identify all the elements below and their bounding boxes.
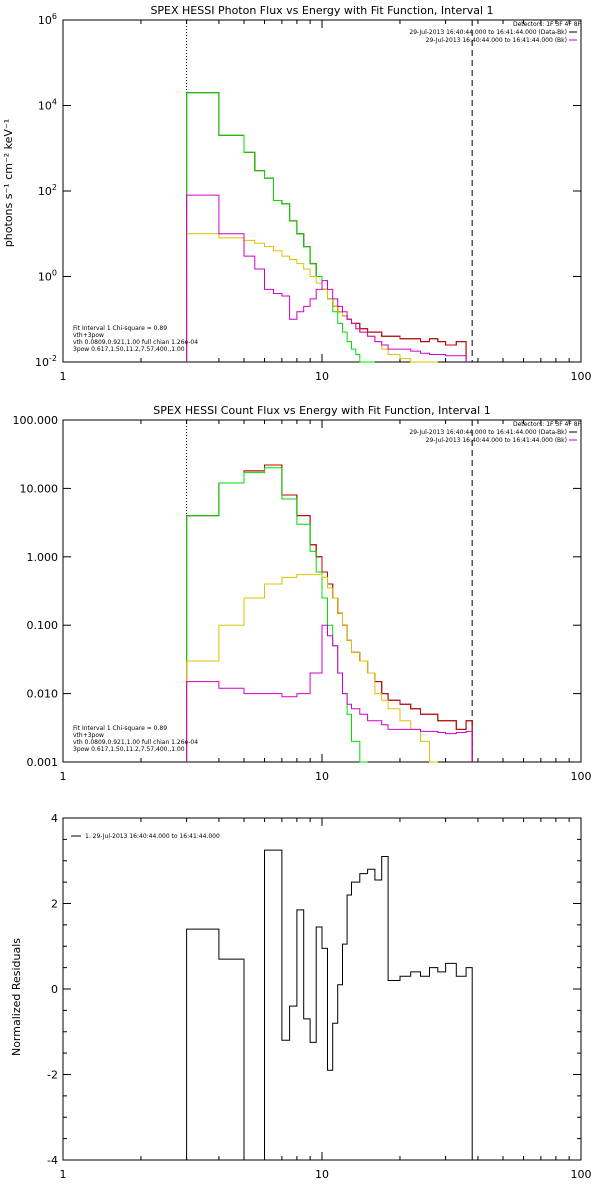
series-line: [186, 92, 467, 362]
y-tick-label: 106: [38, 12, 57, 27]
legend-entry: Fit Interval 1 Chi-square = 0.89: [73, 725, 167, 732]
series-line: [186, 467, 368, 763]
x-tick-label: 100: [571, 770, 592, 783]
x-tick-label: 1: [60, 370, 67, 383]
detectors-label: Detectors: 1F 3F 4F 8F: [513, 21, 582, 28]
x-tick-label: 10: [315, 1168, 329, 1181]
y-tick-label: 102: [38, 183, 57, 198]
y-axis-label: Normalized Residuals: [10, 938, 23, 1056]
series-line: [186, 849, 473, 1161]
y-tick-label: 104: [38, 98, 57, 113]
y-tick-label: 4: [51, 812, 58, 825]
legend-label: 29-Jul-2013 16:40:44.000 to 16:41:44.000…: [426, 437, 567, 444]
legend-entry: 3pow 0.617,1.50,11.2,7.57,400.,1.00: [73, 746, 185, 753]
legend-label: 29-Jul-2013 16:40:44.000 to 16:41:44.000…: [409, 429, 567, 436]
y-tick-label: 0.100: [27, 619, 59, 632]
series-line: [186, 92, 375, 363]
series-line: [186, 194, 467, 362]
y-tick-label: 0.001: [27, 756, 59, 769]
chart-title: SPEX HESSI Count Flux vs Energy with Fit…: [153, 404, 490, 417]
residuals-chart: Normalized Residuals 1 10 100 -4 -2 0 2 4 1. 29-…: [10, 812, 592, 1181]
y-tick-label: 10.000: [20, 482, 59, 495]
x-tick-label: 1: [60, 770, 67, 783]
y-tick-label: 100: [38, 269, 57, 284]
detectors-label: Detectors: 1F 3F 4F 8F: [513, 421, 582, 428]
series-line: [186, 464, 473, 762]
x-tick-label: 100: [571, 1168, 592, 1181]
legend-label: 29-Jul-2013 16:40:44.000 to 16:41:44.000…: [409, 29, 567, 36]
legend-entry: vth+3pow: [73, 332, 104, 339]
x-tick-label: 100: [571, 370, 592, 383]
series-line: [186, 92, 467, 362]
plot-frame: [62, 817, 582, 1161]
y-tick-label: 10-2: [35, 354, 57, 369]
count-flux-chart: SPEX HESSI Count Flux vs Energy with Fit…: [13, 404, 592, 783]
x-tick-label: 10: [315, 770, 329, 783]
y-tick-label: 1.000: [27, 551, 59, 564]
y-tick-label: 0.010: [27, 688, 59, 701]
plot-frame: [62, 19, 582, 363]
y-axis-label: photons s⁻¹ cm⁻² keV⁻¹: [2, 119, 15, 247]
y-tick-label: 0: [51, 983, 58, 996]
x-tick-label: 10: [315, 370, 329, 383]
photon-flux-chart: SPEX HESSI Photon Flux vs Energy with Fi…: [2, 4, 592, 383]
series-line: [186, 574, 438, 763]
y-tick-label: -4: [47, 1154, 58, 1167]
series-line: [186, 624, 473, 762]
series-line: [186, 464, 473, 762]
legend-entry: vth+3pow: [73, 732, 104, 739]
legend-label: 1. 29-Jul-2013 16:40:44.000 to 16:41:44.…: [85, 833, 220, 840]
y-tick-label: 2: [51, 898, 58, 911]
legend-entry: Fit Interval 1 Chi-square = 0.89: [73, 325, 167, 332]
legend-label: 29-Jul-2013 16:40:44.000 to 16:41:44.000…: [426, 37, 567, 44]
y-tick-label: -2: [47, 1069, 58, 1082]
legend-entry: 3pow 0.617,1.50,11.2,7.57,400.,1.00: [73, 346, 185, 353]
series-line: [186, 233, 438, 363]
legend-entry: vth 0.0809,0.921,1.00 full chian 1.26e-0…: [73, 739, 198, 746]
y-tick-label: 100.000: [13, 414, 59, 427]
x-tick-label: 1: [60, 1168, 67, 1181]
chart-title: SPEX HESSI Photon Flux vs Energy with Fi…: [150, 4, 493, 17]
legend-entry: vth 0.0809,0.921,1.00 full chian 1.26e-0…: [73, 339, 198, 346]
